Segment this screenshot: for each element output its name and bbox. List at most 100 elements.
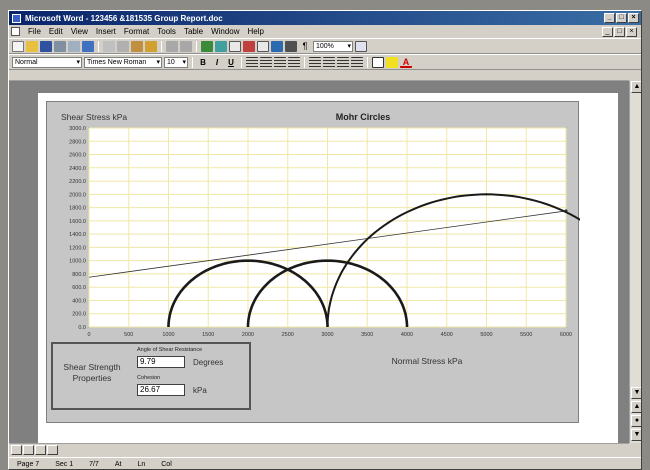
mohr-circle-1 bbox=[167, 259, 329, 327]
align-left-icon[interactable] bbox=[246, 56, 258, 68]
align-right-icon[interactable] bbox=[274, 56, 286, 68]
bold-button[interactable]: B bbox=[200, 57, 206, 67]
y-tick-label: 800.0 bbox=[72, 272, 86, 278]
x-tick-label: 500 bbox=[124, 332, 133, 338]
align-center-icon[interactable] bbox=[260, 56, 272, 68]
spelling-icon[interactable] bbox=[82, 40, 94, 52]
menu-window[interactable]: Window bbox=[211, 27, 240, 36]
new-document-icon[interactable] bbox=[12, 40, 24, 52]
menu-format[interactable]: Format bbox=[123, 27, 150, 36]
horizontal-scrollbar[interactable] bbox=[9, 443, 629, 456]
redo-icon[interactable] bbox=[180, 40, 192, 52]
highlight-icon[interactable] bbox=[386, 56, 398, 68]
underline-button[interactable]: U bbox=[228, 57, 234, 67]
minimize-button[interactable]: _ bbox=[604, 13, 615, 23]
show-hide-icon[interactable]: ¶ bbox=[299, 40, 311, 52]
status-line: Ln bbox=[137, 461, 146, 468]
y-tick-label: 0.0 bbox=[78, 325, 86, 331]
y-tick-label: 1000.0 bbox=[69, 259, 86, 265]
save-disk-icon[interactable] bbox=[40, 40, 52, 52]
tables-borders-icon[interactable] bbox=[215, 40, 227, 52]
bullets-icon[interactable] bbox=[323, 56, 335, 68]
menu-view[interactable]: View bbox=[70, 27, 88, 36]
close-button[interactable]: × bbox=[628, 13, 639, 23]
cut-icon[interactable] bbox=[103, 40, 115, 52]
shear-strength-panel: Shear Strength Properties Angle of Shear… bbox=[51, 342, 251, 410]
help-icon[interactable] bbox=[355, 40, 367, 52]
embedded-chart[interactable]: 0.0 200.0 400.0 600.0 800.0 1000.0 1200.0 1400.… bbox=[46, 101, 580, 423]
vertical-scrollbar[interactable]: ▲ ▼ ▲ ● ▼ bbox=[629, 81, 641, 443]
print-preview-icon[interactable] bbox=[68, 40, 80, 52]
zoom-select[interactable]: 100% bbox=[313, 40, 353, 52]
cohesion-field[interactable]: 26.67 bbox=[137, 384, 185, 396]
insert-table-icon[interactable] bbox=[229, 40, 241, 52]
select-browse-icon[interactable]: ● bbox=[631, 415, 641, 427]
menu-insert[interactable]: Insert bbox=[95, 27, 116, 36]
document-icon[interactable] bbox=[11, 27, 20, 36]
phi-unit: Degrees bbox=[193, 358, 224, 367]
status-at: At bbox=[114, 461, 122, 468]
x-tick-label: 5500 bbox=[520, 332, 532, 338]
word-window: Microsoft Word - 123456 &181535 Group Re… bbox=[8, 10, 642, 470]
insert-excel-icon[interactable] bbox=[243, 40, 255, 52]
menu-table[interactable]: Table bbox=[183, 27, 204, 36]
ruler[interactable] bbox=[9, 71, 629, 81]
y-tick-label: 2400.0 bbox=[69, 166, 86, 172]
decrease-indent-icon[interactable] bbox=[337, 56, 349, 68]
y-tick-label: 600.0 bbox=[72, 285, 86, 291]
status-column: Col bbox=[161, 461, 172, 468]
x-tick-label: 1000 bbox=[162, 332, 174, 338]
status-bar: Page 7 Sec 1 7/7 At Ln Col bbox=[9, 457, 641, 469]
chart-title: Mohr Circles bbox=[336, 112, 391, 122]
prev-page-icon[interactable]: ▲ bbox=[631, 401, 641, 413]
x-tick-label: 6000 bbox=[560, 332, 572, 338]
normal-view-icon[interactable] bbox=[11, 445, 22, 455]
undo-icon[interactable] bbox=[166, 40, 178, 52]
failure-envelope-line bbox=[88, 210, 567, 278]
phi-field[interactable]: 9.79 bbox=[137, 356, 185, 368]
document-page[interactable]: 0.0 200.0 400.0 600.0 800.0 1000.0 1200.0 1400.… bbox=[38, 93, 618, 443]
print-layout-icon[interactable] bbox=[35, 445, 46, 455]
style-select[interactable]: Normal bbox=[12, 56, 82, 68]
menu-help[interactable]: Help bbox=[247, 27, 264, 36]
scroll-down-icon[interactable]: ▼ bbox=[631, 387, 641, 399]
italic-button[interactable]: I bbox=[215, 57, 219, 67]
cohesion-unit: kPa bbox=[193, 386, 207, 395]
document-map-icon[interactable] bbox=[285, 40, 297, 52]
font-size-select[interactable]: 10 bbox=[164, 56, 188, 68]
y-tick-label: 200.0 bbox=[72, 312, 86, 318]
y-tick-label: 1600.0 bbox=[69, 219, 86, 225]
paste-icon[interactable] bbox=[131, 40, 143, 52]
doc-minimize-button[interactable]: _ bbox=[602, 27, 613, 37]
doc-close-button[interactable]: × bbox=[626, 27, 637, 37]
format-painter-icon[interactable] bbox=[145, 40, 157, 52]
menu-edit[interactable]: Edit bbox=[48, 27, 63, 36]
y-tick-label: 2800.0 bbox=[69, 139, 86, 145]
hyperlink-icon[interactable] bbox=[201, 40, 213, 52]
print-icon[interactable] bbox=[54, 40, 66, 52]
outline-view-icon[interactable] bbox=[47, 445, 58, 455]
formatting-toolbar: Normal Times New Roman 10 B I U A bbox=[9, 54, 641, 70]
increase-indent-icon[interactable] bbox=[351, 56, 363, 68]
doc-restore-button[interactable]: □ bbox=[614, 27, 625, 37]
menu-tools[interactable]: Tools bbox=[157, 27, 176, 36]
document-area: 0.0 200.0 400.0 600.0 800.0 1000.0 1200.0 1400.… bbox=[9, 81, 629, 443]
word-app-icon[interactable] bbox=[12, 13, 21, 23]
web-layout-icon[interactable] bbox=[23, 445, 34, 455]
open-folder-icon[interactable] bbox=[26, 40, 38, 52]
drawing-icon[interactable] bbox=[271, 40, 283, 52]
menu-file[interactable]: File bbox=[28, 27, 41, 36]
font-color-icon[interactable]: A bbox=[400, 56, 412, 68]
status-page: Page 7 bbox=[17, 461, 40, 468]
copy-icon[interactable] bbox=[117, 40, 129, 52]
maximize-button[interactable]: □ bbox=[616, 13, 627, 23]
border-icon[interactable] bbox=[372, 56, 384, 68]
font-select[interactable]: Times New Roman bbox=[84, 56, 162, 68]
justify-icon[interactable] bbox=[288, 56, 300, 68]
scroll-up-icon[interactable]: ▲ bbox=[631, 81, 641, 93]
numbering-icon[interactable] bbox=[309, 56, 321, 68]
next-page-icon[interactable]: ▼ bbox=[631, 429, 641, 441]
standard-toolbar: ¶ 100% bbox=[9, 38, 641, 54]
panel-title-line2: Properties bbox=[72, 373, 112, 383]
columns-icon[interactable] bbox=[257, 40, 269, 52]
